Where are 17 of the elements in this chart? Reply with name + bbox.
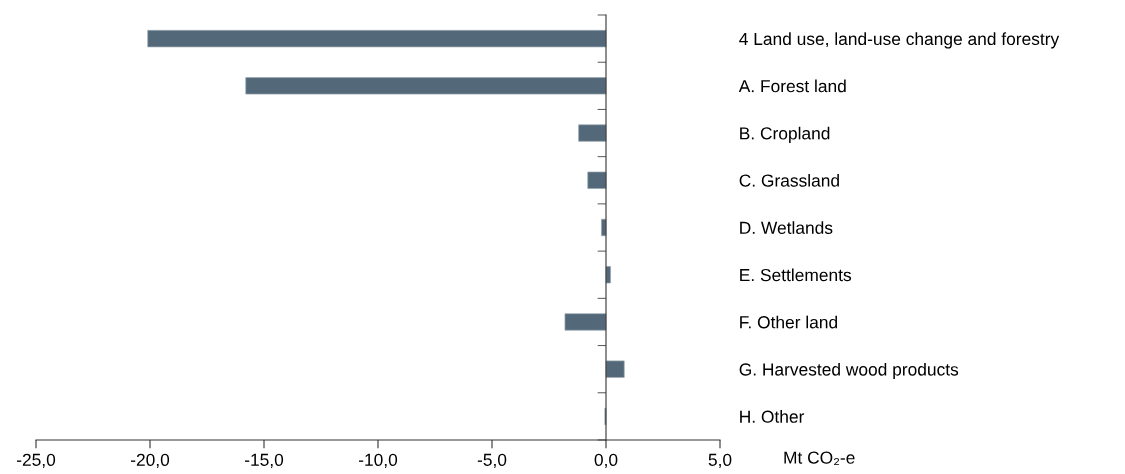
y-tick-label: E. Settlements (740, 268, 852, 282)
x-tick-label: -15,0 (244, 453, 284, 468)
x-tick-label: -10,0 (358, 453, 398, 468)
y-tick-label: G. Harvested wood products (739, 362, 959, 380)
x-tick-label: 5,0 (708, 453, 732, 468)
x-axis-title: Mt CO₂-e (784, 451, 855, 466)
y-tick-label: D. Wetlands (740, 221, 833, 234)
x-tick-label: -5,0 (477, 453, 507, 468)
x-tick-label: -20,0 (130, 453, 170, 468)
x-tick-label: 0,0 (594, 453, 618, 468)
y-tick-label: A. Forest land (738, 79, 846, 93)
y-tick-label: B. Cropland (740, 126, 830, 143)
y-tick-label: H. Other (740, 410, 805, 423)
y-tick-label: F. Other land (740, 315, 838, 329)
x-tick-label: -25,0 (16, 453, 56, 468)
y-tick-label: C. Grassland (739, 173, 839, 187)
y-tick-label: 4 Land use, land-use change and forestry (739, 32, 1060, 49)
